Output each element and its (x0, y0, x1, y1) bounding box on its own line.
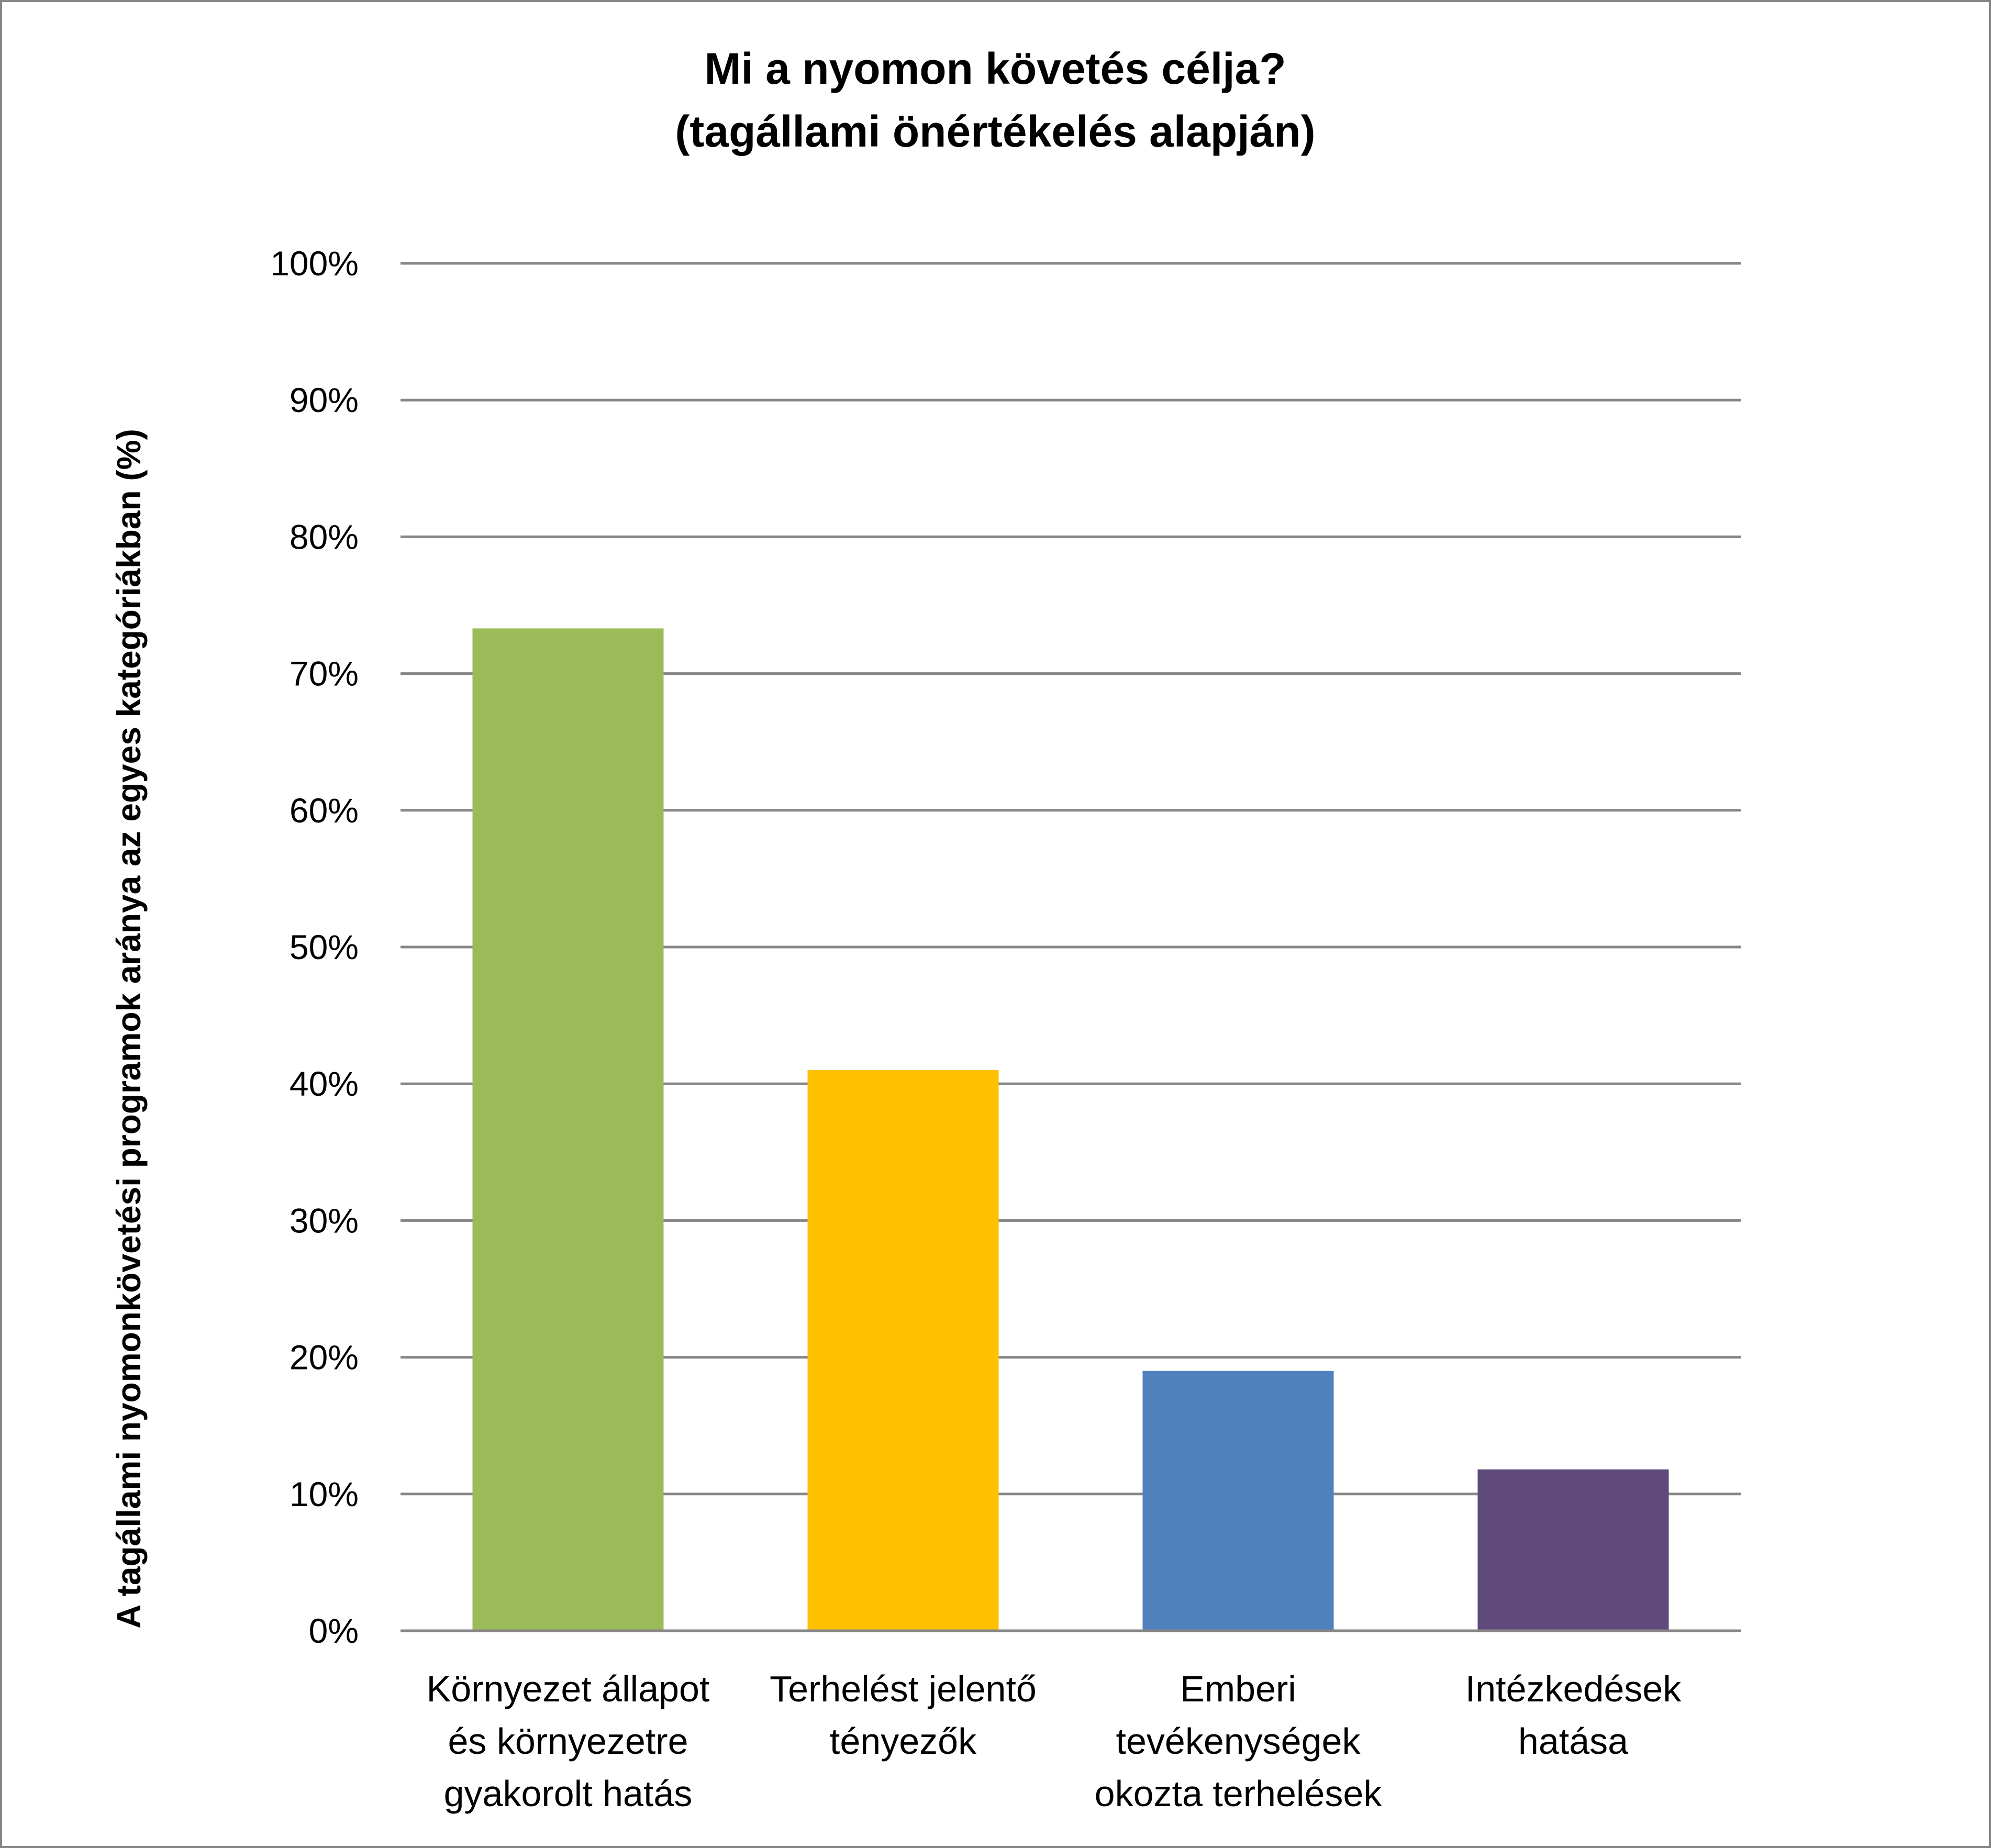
x-category-label-line: Intézkedések (1465, 1668, 1682, 1709)
x-category-label-line: tevékenységek (1116, 1721, 1361, 1762)
y-tick-label: 20% (290, 1338, 359, 1377)
y-tick-label: 70% (290, 654, 359, 693)
y-tick-label: 80% (290, 517, 359, 556)
x-category-label-line: Terhelést jelentő (770, 1668, 1037, 1709)
y-tick-label: 50% (290, 928, 359, 966)
y-tick-label: 40% (290, 1064, 359, 1103)
x-category-label-line: hatása (1518, 1721, 1628, 1762)
x-category-label-line: gyakorolt hatás (444, 1773, 693, 1814)
y-axis-label: A tagállami nyomonkövetési programok ará… (110, 429, 148, 1629)
bar-1 (472, 628, 664, 1631)
x-category-label: Környezet állapot és környezetre gyakorolt… (427, 1668, 710, 1814)
bar-4 (1477, 1469, 1669, 1631)
bars (472, 628, 1669, 1631)
y-tick-label: 0% (309, 1611, 359, 1650)
x-category-label: Emberi tevékenységek okozta terhelések (1095, 1668, 1383, 1814)
y-tick-label: 90% (290, 381, 359, 419)
y-axis-ticks: 0% 10% 20% 30% 40% 50% 60% 70% 80% 90% 100% (270, 244, 359, 1650)
chart-title-line-1: Mi a nyomon követés célja? (704, 44, 1286, 93)
x-category-label-line: tényezők (830, 1721, 977, 1762)
x-category-label-line: Emberi (1180, 1668, 1296, 1709)
x-category-label-line: és környezetre (448, 1721, 688, 1762)
x-category-label-line: okozta terhelések (1095, 1773, 1383, 1814)
y-tick-label: 30% (290, 1201, 359, 1240)
y-tick-label: 100% (270, 244, 359, 283)
x-axis-categories: Környezet állapot és környezetre gyakorolt… (427, 1668, 1682, 1814)
bar-3 (1142, 1371, 1334, 1631)
chart-title: Mi a nyomon követés célja? (tagállami ön… (675, 44, 1315, 156)
bar-2 (807, 1070, 999, 1631)
chart-title-line-2: (tagállami önértékelés alapján) (675, 107, 1315, 156)
x-category-label-line: Környezet állapot (427, 1668, 710, 1709)
y-tick-label: 60% (290, 791, 359, 830)
x-category-label: Intézkedések hatása (1465, 1668, 1682, 1762)
y-tick-label: 10% (290, 1475, 359, 1513)
x-category-label: Terhelést jelentő tényezők (770, 1668, 1037, 1762)
